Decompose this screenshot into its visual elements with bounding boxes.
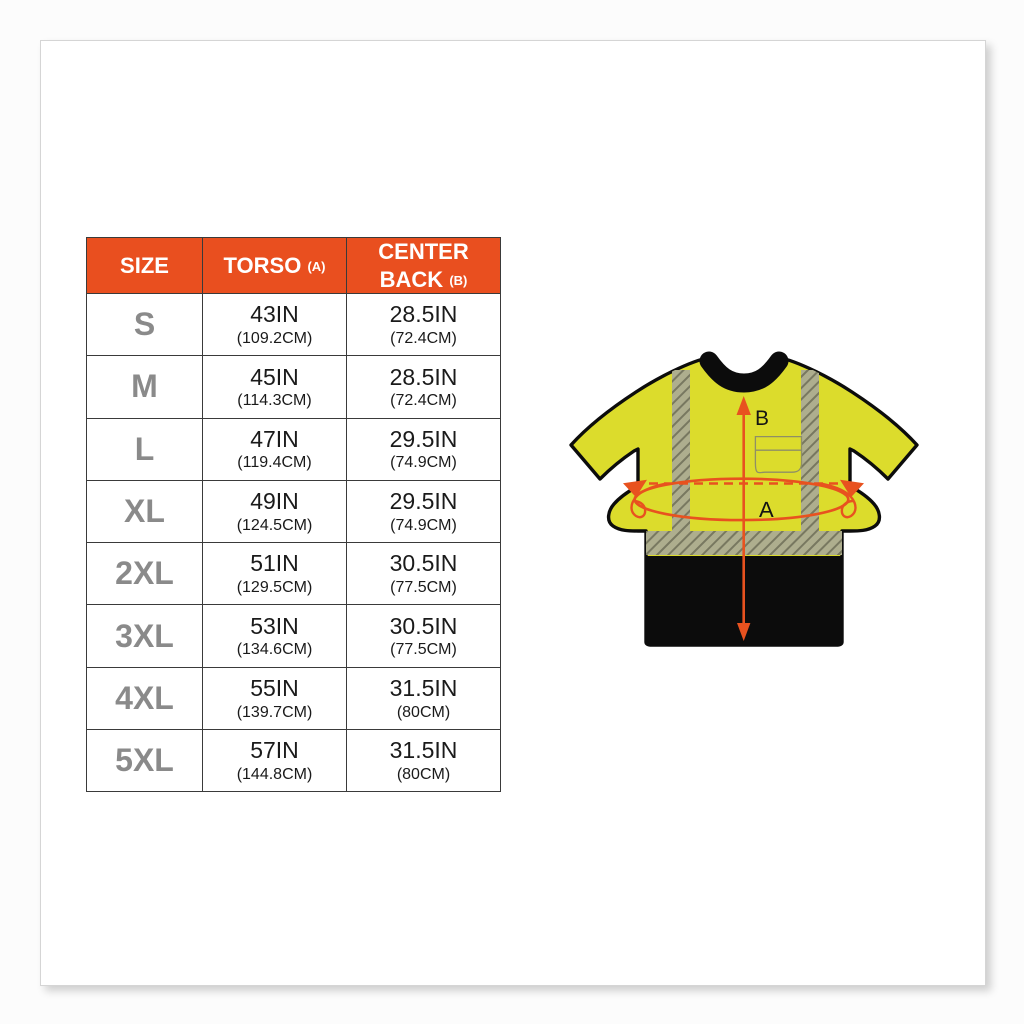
svg-text:A: A <box>759 497 774 522</box>
svg-text:B: B <box>755 407 769 430</box>
